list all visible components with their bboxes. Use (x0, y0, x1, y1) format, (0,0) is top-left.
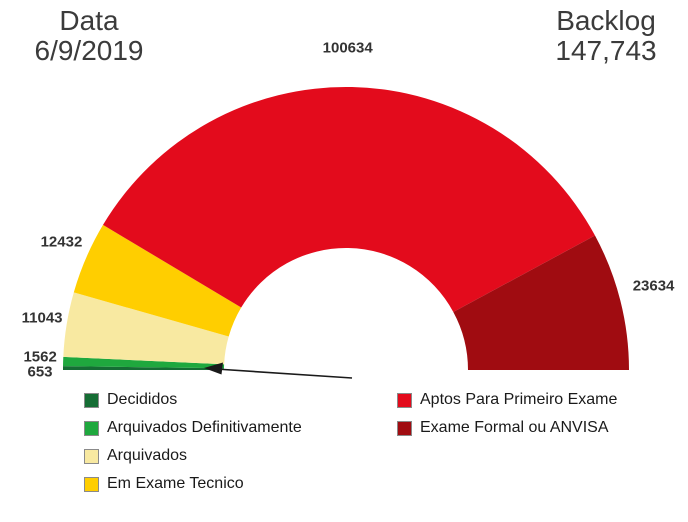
date-block: Data 6/9/2019 (14, 5, 164, 67)
arrow-annotation (204, 362, 353, 379)
arrow-line (215, 368, 353, 379)
segment-decididos (62, 366, 224, 370)
date-label: Data (59, 5, 119, 36)
backlog-label: Backlog (556, 5, 656, 36)
legend-swatch-arquivados-definitivamente (84, 420, 99, 436)
legend-item-em-exame-tecnico: Em Exame Tecnico (84, 470, 302, 498)
legend-swatch-decididos (84, 392, 99, 408)
legend-left-column: Decididos Arquivados Definitivamente Arq… (84, 386, 302, 498)
legend-swatch-aptos-para-primeiro-exame (397, 392, 412, 408)
segment-exame-formal-ou-anvisa (453, 235, 629, 370)
arrow-head-icon (204, 362, 223, 375)
legend-swatch-em-exame-tecnico (84, 476, 99, 492)
date-value: 6/9/2019 (34, 35, 144, 67)
segment-arquivados-definitivamente (63, 356, 225, 369)
legend-swatch-exame-formal-ou-anvisa (397, 420, 412, 436)
legend-item-exame-formal-ou-anvisa: Exame Formal ou ANVISA (397, 414, 617, 442)
legend-item-arquivados: Arquivados (84, 442, 302, 470)
legend-label: Arquivados Definitivamente (107, 419, 302, 436)
legend-label: Arquivados (107, 447, 188, 464)
segment-arquivados (63, 292, 229, 365)
legend-label: Decididos (107, 391, 178, 408)
legend-label: Aptos Para Primeiro Exame (420, 391, 618, 408)
legend-item-aptos-para-primeiro-exame: Aptos Para Primeiro Exame (397, 386, 617, 414)
legend-right-column: Aptos Para Primeiro Exame Exame Formal o… (397, 386, 617, 442)
legend-label: Exame Formal ou ANVISA (420, 419, 609, 436)
donut-segments (62, 86, 629, 370)
segment-em-exame-tecnico (73, 224, 242, 337)
segment-aptos-para-primeiro-exame (103, 86, 595, 313)
backlog-block: Backlog 147,743 (528, 5, 684, 67)
legend-label: Em Exame Tecnico (107, 475, 244, 492)
legend-item-decididos: Decididos (84, 386, 302, 414)
backlog-value: 147,743 (555, 35, 657, 67)
legend-swatch-arquivados (84, 448, 99, 464)
legend-item-arquivados-definitivamente: Arquivados Definitivamente (84, 414, 302, 442)
